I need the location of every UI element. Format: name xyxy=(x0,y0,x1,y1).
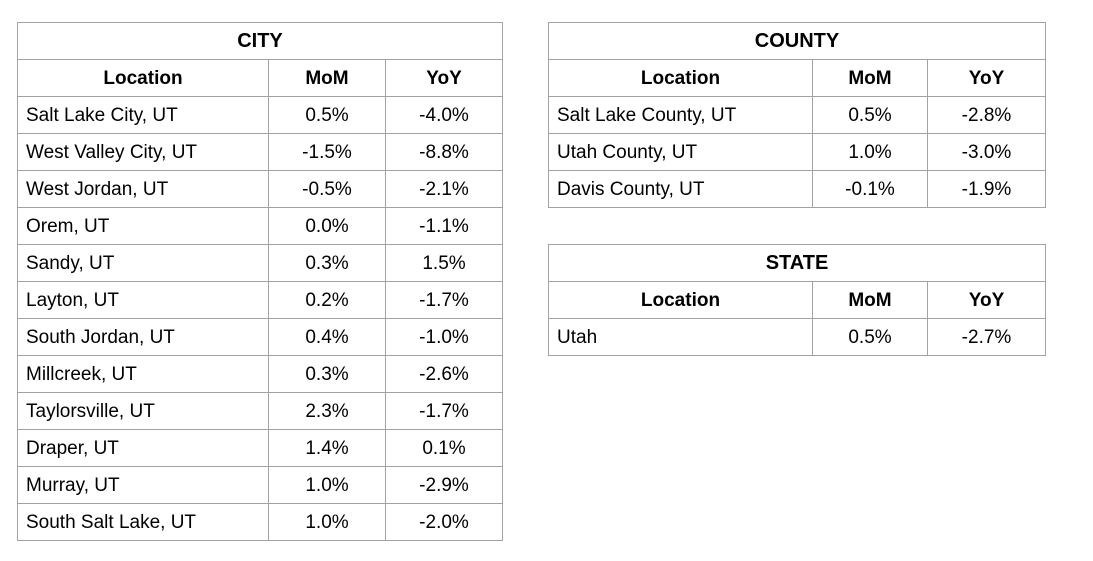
table-row: Taylorsville, UT 2.3% -1.7% xyxy=(17,392,503,430)
table-row: Orem, UT 0.0% -1.1% xyxy=(17,207,503,245)
mom-cell: 0.0% xyxy=(268,207,386,245)
table-row: Salt Lake County, UT 0.5% -2.8% xyxy=(548,96,1046,134)
location-cell: Davis County, UT xyxy=(548,170,813,208)
yoy-cell: -1.7% xyxy=(385,281,503,319)
table-row: Salt Lake City, UT 0.5% -4.0% xyxy=(17,96,503,134)
table-row: South Salt Lake, UT 1.0% -2.0% xyxy=(17,503,503,541)
table-row: West Jordan, UT -0.5% -2.1% xyxy=(17,170,503,208)
table-row: Draper, UT 1.4% 0.1% xyxy=(17,429,503,467)
column-header-mom: MoM xyxy=(268,59,386,97)
column-header-yoy: YoY xyxy=(385,59,503,97)
location-cell: South Jordan, UT xyxy=(17,318,269,356)
table-title-row: STATE xyxy=(548,244,1046,282)
column-header-location: Location xyxy=(17,59,269,97)
yoy-cell: 0.1% xyxy=(385,429,503,467)
mom-cell: 2.3% xyxy=(268,392,386,430)
table-title-row: CITY xyxy=(17,22,503,60)
mom-cell: 0.5% xyxy=(812,318,928,356)
mom-cell: 0.3% xyxy=(268,355,386,393)
table-title-row: COUNTY xyxy=(548,22,1046,60)
mom-cell: 1.0% xyxy=(812,133,928,171)
location-cell: Orem, UT xyxy=(17,207,269,245)
location-cell: Utah xyxy=(548,318,813,356)
mom-cell: 1.0% xyxy=(268,466,386,504)
county-table-title: COUNTY xyxy=(548,22,1046,60)
mom-cell: 0.5% xyxy=(812,96,928,134)
yoy-cell: -1.9% xyxy=(927,170,1046,208)
location-cell: South Salt Lake, UT xyxy=(17,503,269,541)
location-cell: West Valley City, UT xyxy=(17,133,269,171)
location-cell: Murray, UT xyxy=(17,466,269,504)
location-cell: Sandy, UT xyxy=(17,244,269,282)
mom-cell: -0.1% xyxy=(812,170,928,208)
mom-cell: 0.2% xyxy=(268,281,386,319)
location-cell: Salt Lake City, UT xyxy=(17,96,269,134)
yoy-cell: -2.0% xyxy=(385,503,503,541)
table-header-row: Location MoM YoY xyxy=(548,281,1046,319)
city-table: CITY Location MoM YoY Salt Lake City, UT… xyxy=(17,22,503,541)
mom-cell: -0.5% xyxy=(268,170,386,208)
yoy-cell: 1.5% xyxy=(385,244,503,282)
table-row: Sandy, UT 0.3% 1.5% xyxy=(17,244,503,282)
mom-cell: 1.0% xyxy=(268,503,386,541)
column-header-mom: MoM xyxy=(812,281,928,319)
table-header-row: Location MoM YoY xyxy=(548,59,1046,97)
mom-cell: 0.5% xyxy=(268,96,386,134)
mom-cell: 0.4% xyxy=(268,318,386,356)
county-table: COUNTY Location MoM YoY Salt Lake County… xyxy=(548,22,1046,208)
location-cell: Taylorsville, UT xyxy=(17,392,269,430)
yoy-cell: -8.8% xyxy=(385,133,503,171)
yoy-cell: -2.6% xyxy=(385,355,503,393)
location-cell: Utah County, UT xyxy=(548,133,813,171)
table-header-row: Location MoM YoY xyxy=(17,59,503,97)
table-row: Murray, UT 1.0% -2.9% xyxy=(17,466,503,504)
yoy-cell: -1.0% xyxy=(385,318,503,356)
column-header-location: Location xyxy=(548,281,813,319)
city-table-title: CITY xyxy=(17,22,503,60)
column-header-yoy: YoY xyxy=(927,281,1046,319)
table-row: Millcreek, UT 0.3% -2.6% xyxy=(17,355,503,393)
mom-cell: 0.3% xyxy=(268,244,386,282)
yoy-cell: -3.0% xyxy=(927,133,1046,171)
mom-cell: 1.4% xyxy=(268,429,386,467)
state-table-title: STATE xyxy=(548,244,1046,282)
yoy-cell: -1.1% xyxy=(385,207,503,245)
location-cell: Layton, UT xyxy=(17,281,269,319)
yoy-cell: -2.1% xyxy=(385,170,503,208)
location-cell: West Jordan, UT xyxy=(17,170,269,208)
table-row: South Jordan, UT 0.4% -1.0% xyxy=(17,318,503,356)
yoy-cell: -2.7% xyxy=(927,318,1046,356)
column-header-yoy: YoY xyxy=(927,59,1046,97)
column-header-location: Location xyxy=(548,59,813,97)
yoy-cell: -2.8% xyxy=(927,96,1046,134)
table-row: Layton, UT 0.2% -1.7% xyxy=(17,281,503,319)
location-cell: Millcreek, UT xyxy=(17,355,269,393)
table-row: West Valley City, UT -1.5% -8.8% xyxy=(17,133,503,171)
state-table: STATE Location MoM YoY Utah 0.5% -2.7% xyxy=(548,244,1046,356)
column-header-mom: MoM xyxy=(812,59,928,97)
yoy-cell: -2.9% xyxy=(385,466,503,504)
location-cell: Draper, UT xyxy=(17,429,269,467)
table-row: Utah County, UT 1.0% -3.0% xyxy=(548,133,1046,171)
yoy-cell: -1.7% xyxy=(385,392,503,430)
mom-cell: -1.5% xyxy=(268,133,386,171)
yoy-cell: -4.0% xyxy=(385,96,503,134)
table-row: Davis County, UT -0.1% -1.9% xyxy=(548,170,1046,208)
location-cell: Salt Lake County, UT xyxy=(548,96,813,134)
table-row: Utah 0.5% -2.7% xyxy=(548,318,1046,356)
